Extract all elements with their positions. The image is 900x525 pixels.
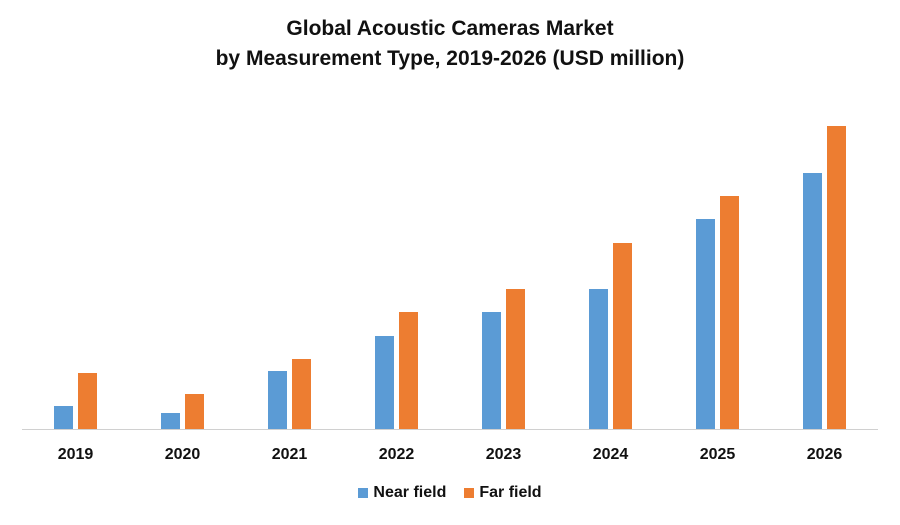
x-tick-labels: 2019 2020 2021 2022 2023 2024 2025 2026 (58, 446, 843, 463)
bar-near-field-2023 (482, 312, 501, 429)
x-tick-label-2020: 2020 (165, 446, 201, 463)
bar-near-field-2022 (375, 336, 394, 429)
chart-title-line-1: Global Acoustic Cameras Market (286, 17, 614, 40)
bar-far-field-2019 (78, 373, 97, 429)
legend-swatch-far-field (464, 488, 475, 498)
bar-near-field-2026 (803, 173, 822, 429)
legend-item-far-field: Far field (464, 484, 542, 502)
bar-near-field-2020 (161, 413, 180, 429)
chart-title-line-2: by Measurement Type, 2019-2026 (USD mill… (215, 47, 685, 70)
bar-near-field-2019 (54, 406, 73, 429)
chart-title: Global Acoustic Cameras Market by Measur… (0, 14, 900, 74)
legend-item-near-field: Near field (358, 484, 446, 502)
bar-far-field-2021 (292, 359, 311, 429)
legend-label-far-field: Far field (479, 484, 542, 501)
legend: Near field Far field (0, 484, 900, 502)
x-tick-label-2024: 2024 (593, 446, 629, 463)
bar-far-field-2023 (506, 289, 525, 429)
bar-near-field-2021 (268, 371, 287, 429)
x-tick-label-2026: 2026 (807, 446, 843, 463)
bar-far-field-2024 (613, 243, 632, 429)
bar-near-field-2025 (696, 219, 715, 429)
bars-group (54, 126, 846, 429)
x-tick-label-2025: 2025 (700, 446, 736, 463)
bar-far-field-2022 (399, 312, 418, 429)
x-tick-label-2019: 2019 (58, 446, 94, 463)
x-tick-label-2021: 2021 (272, 446, 308, 463)
legend-swatch-near-field (358, 488, 369, 498)
legend-label-near-field: Near field (373, 484, 447, 501)
x-tick-label-2022: 2022 (379, 446, 415, 463)
bar-far-field-2026 (827, 126, 846, 429)
x-tick-label-2023: 2023 (486, 446, 522, 463)
bar-far-field-2020 (185, 394, 204, 429)
bar-far-field-2025 (720, 196, 739, 429)
bar-near-field-2024 (589, 289, 608, 429)
